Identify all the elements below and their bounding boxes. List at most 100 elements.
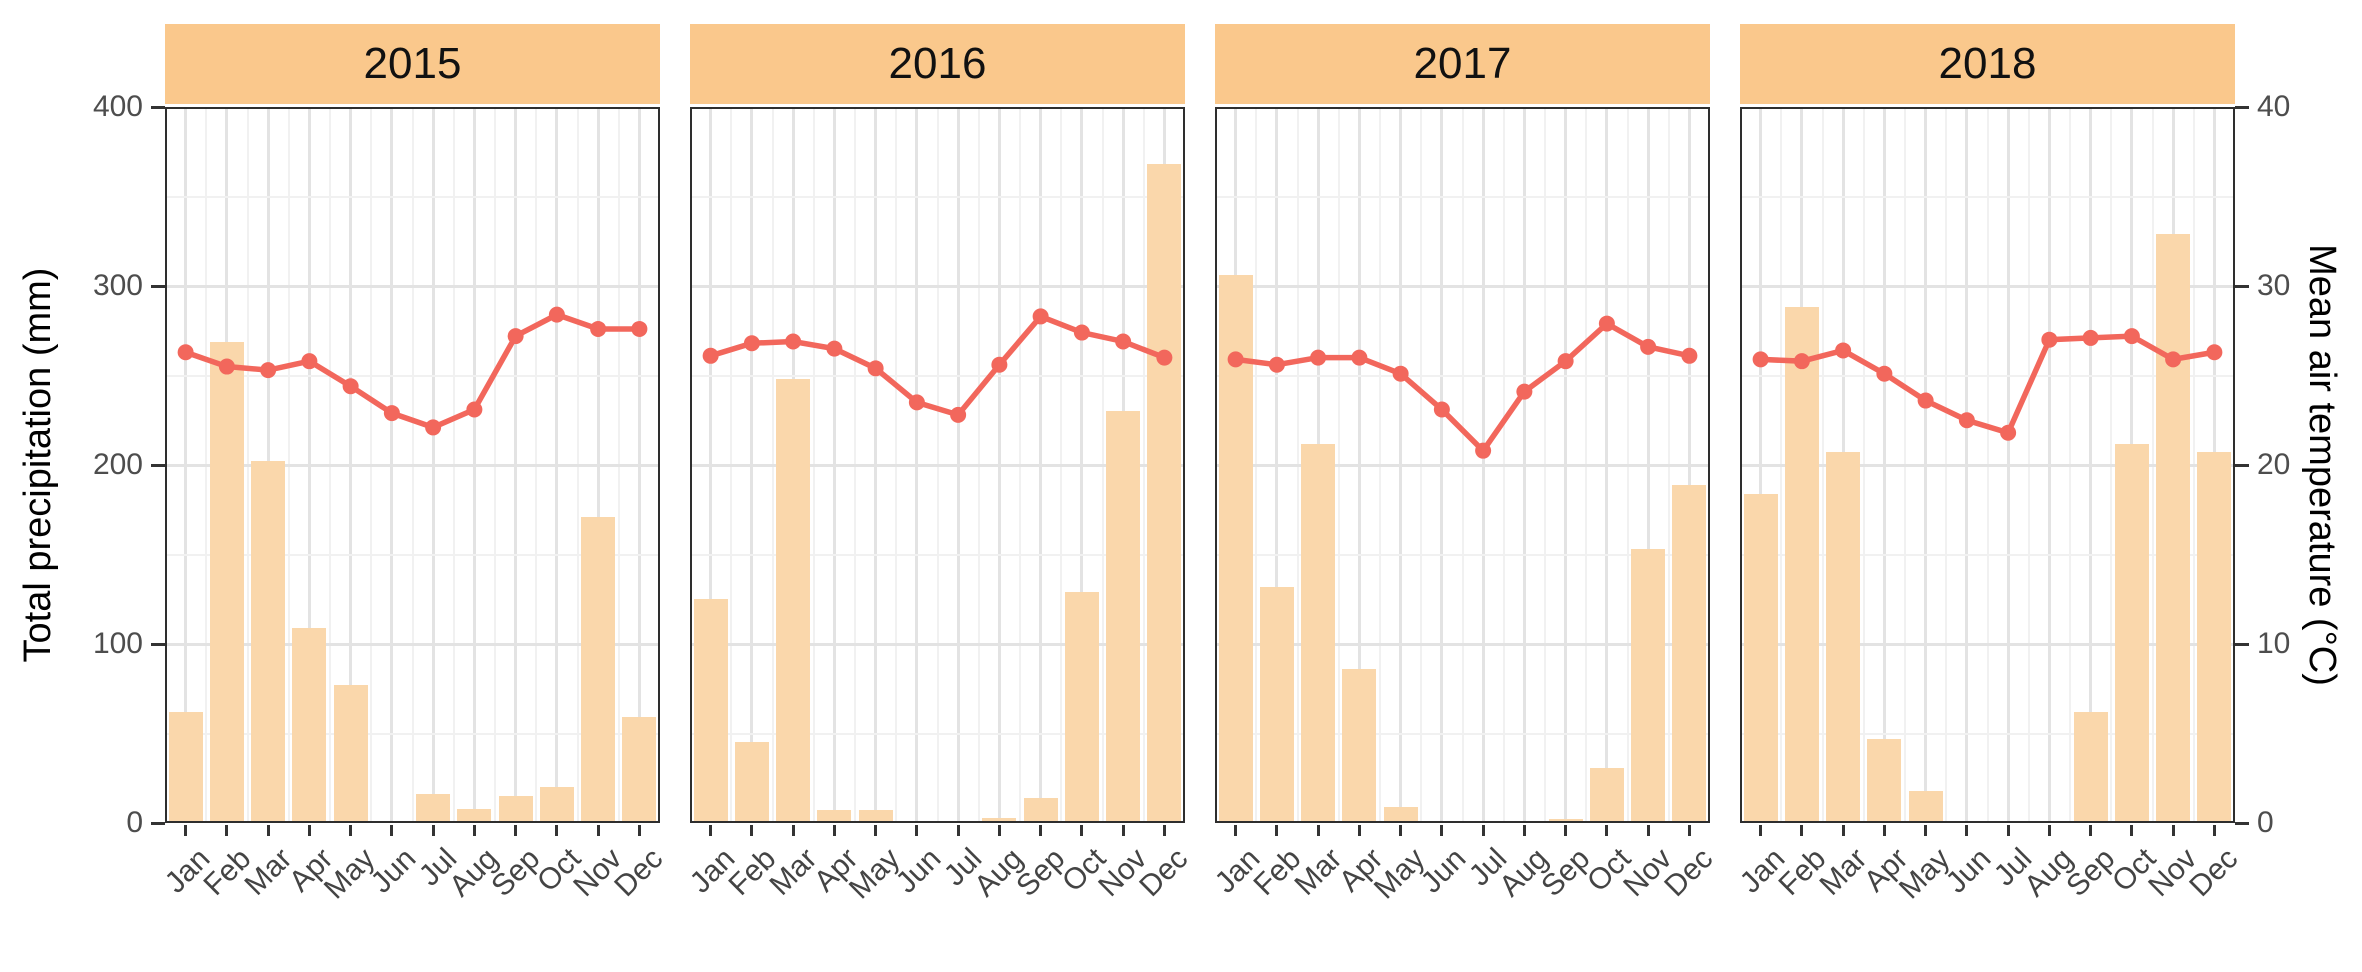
temp-point-2017-Nov	[1640, 338, 1657, 355]
gridline-horizontal-major	[1740, 642, 2235, 646]
temp-point-2018-Sep	[2082, 329, 2099, 346]
temp-point-2017-Mar	[1310, 349, 1327, 366]
x-tick-mark	[1564, 825, 1568, 836]
precip-bar-2018-Mar	[1826, 452, 1861, 823]
x-tick-mark	[1399, 825, 1403, 836]
temp-point-2016-Oct	[1073, 324, 1090, 341]
temp-point-2016-Apr	[826, 340, 843, 357]
temp-point-2016-Mar	[785, 333, 802, 350]
gridline-horizontal-minor	[1215, 732, 1710, 735]
x-tick-mark	[1605, 825, 1609, 836]
y-tick-mark-left	[151, 642, 165, 646]
y-tick-mark-right	[2235, 821, 2249, 825]
gridline-horizontal-minor	[1740, 553, 2235, 556]
temp-point-2015-Mar	[260, 362, 277, 379]
temp-point-2016-Dec	[1156, 349, 1173, 366]
gridline-horizontal-minor	[1215, 374, 1710, 377]
precip-bar-2015-Apr	[292, 627, 327, 823]
gridline-horizontal-major	[690, 642, 1185, 646]
precip-bar-2018-Apr	[1867, 738, 1902, 823]
x-tick-mark	[1234, 825, 1238, 836]
x-tick-mark	[1080, 825, 1084, 836]
y-tick-mark-right	[2235, 642, 2249, 646]
temp-point-2018-Nov	[2165, 351, 2182, 368]
x-tick-mark	[184, 825, 188, 836]
gridline-horizontal-minor	[165, 195, 660, 198]
x-tick-mark	[1522, 825, 1526, 836]
precip-bar-2016-Sep	[1023, 797, 1058, 823]
gridline-horizontal-minor	[165, 374, 660, 377]
temp-point-2016-Jun	[908, 394, 925, 411]
x-tick-mark	[431, 825, 435, 836]
temp-point-2016-May	[867, 360, 884, 377]
precip-bar-2015-Sep	[498, 796, 533, 823]
y-tick-label-left-300: 300	[92, 269, 143, 302]
temp-point-2016-Aug	[991, 356, 1008, 373]
x-tick-mark	[1481, 825, 1485, 836]
precip-bar-2017-Nov	[1631, 549, 1666, 823]
x-tick-mark	[1121, 825, 1125, 836]
y-tick-label-right-20: 20	[2257, 448, 2291, 481]
x-tick-mark	[956, 825, 960, 836]
x-tick-mark	[555, 825, 559, 836]
temp-line-2017	[1227, 315, 1698, 459]
x-tick-mark	[2047, 825, 2051, 836]
x-tick-mark	[1687, 825, 1691, 836]
precip-bar-2016-Oct	[1064, 592, 1099, 823]
gridline-horizontal-minor	[1740, 374, 2235, 377]
facet-strip-2018: 2018	[1740, 24, 2235, 104]
y-tick-label-left-200: 200	[92, 448, 143, 481]
precip-bar-2017-Dec	[1672, 484, 1707, 823]
gridline-horizontal-major	[1215, 284, 1710, 288]
facet-strip-2017: 2017	[1215, 24, 1710, 104]
x-tick-mark	[1800, 825, 1804, 836]
temp-line-path	[184, 311, 640, 431]
temp-point-2016-Feb	[743, 335, 760, 352]
temp-point-2016-Sep	[1032, 308, 1049, 325]
y-tick-label-left-400: 400	[92, 90, 143, 123]
y-tick-mark-left	[151, 105, 165, 109]
temp-line-path	[1760, 333, 2215, 437]
x-tick-mark	[2212, 825, 2216, 836]
temp-line-path	[709, 313, 1166, 419]
precip-bar-2015-Feb	[209, 341, 244, 823]
x-tick-mark	[596, 825, 600, 836]
x-tick-mark	[1275, 825, 1279, 836]
temp-point-2017-Jan	[1227, 351, 1244, 368]
x-tick-mark	[1924, 825, 1928, 836]
gridline-horizontal-minor	[1215, 195, 1710, 198]
x-tick-mark	[1841, 825, 1845, 836]
gridline-horizontal-minor	[690, 732, 1185, 735]
precip-bar-2015-Nov	[581, 516, 616, 823]
precip-bar-2017-Mar	[1301, 443, 1336, 823]
gridline-horizontal-major	[1740, 463, 2235, 467]
temp-point-2015-May	[342, 378, 359, 395]
precip-bar-2015-Jan	[168, 712, 203, 823]
temp-point-2018-Aug	[2041, 331, 2058, 348]
y-tick-label-right-40: 40	[2257, 90, 2291, 123]
precip-bar-2016-Dec	[1147, 164, 1182, 823]
precip-bar-2015-Dec	[622, 717, 657, 823]
temp-point-2015-Oct	[548, 306, 565, 323]
y-tick-mark-right	[2235, 284, 2249, 288]
x-tick-mark	[1440, 825, 1444, 836]
precip-bar-2018-Sep	[2073, 712, 2108, 823]
y-tick-mark-left	[151, 463, 165, 467]
temp-point-2017-Feb	[1268, 356, 1285, 373]
temp-point-2018-Jun	[1958, 412, 1975, 429]
temp-line-2015	[177, 306, 648, 436]
precip-bar-2017-Apr	[1342, 669, 1377, 823]
temp-line-2016	[702, 308, 1173, 423]
x-tick-mark	[349, 825, 353, 836]
precip-bar-2015-Jul	[416, 794, 451, 823]
x-tick-mark	[1882, 825, 1886, 836]
climate-facet-chart: { "chart_data": { "type": "bar+line", "t…	[17, 24, 2343, 906]
temp-point-2018-Apr	[1876, 365, 1893, 382]
x-tick-mark	[637, 825, 641, 836]
gridline-horizontal-minor	[690, 374, 1185, 377]
x-tick-mark	[390, 825, 394, 836]
temp-point-2017-Jun	[1433, 401, 1450, 418]
precip-bar-2016-May	[858, 810, 893, 823]
facet-panel-2017	[1215, 107, 1710, 823]
precip-bar-2016-Feb	[734, 742, 769, 823]
